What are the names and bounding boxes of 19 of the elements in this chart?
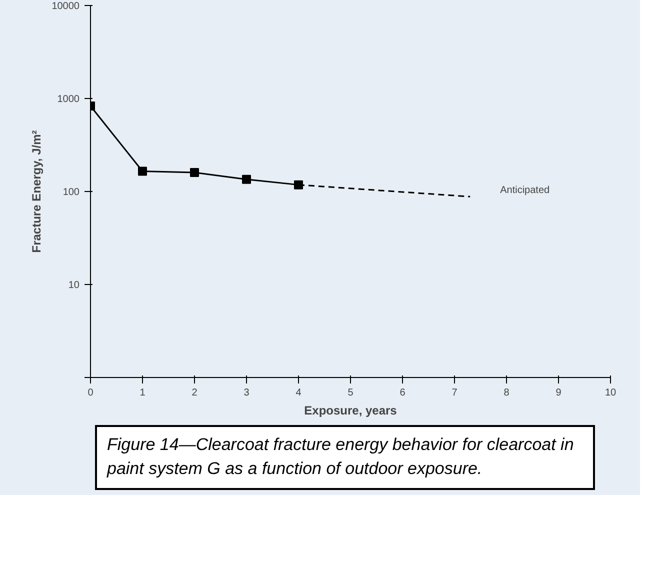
y-axis-title: Fracture Energy, J/m²: [30, 130, 44, 253]
x-tick-label: 5: [348, 388, 354, 398]
x-tick-label: 4: [296, 388, 302, 398]
x-tick-label: 8: [504, 388, 510, 398]
x-tick-label: 0: [88, 388, 94, 398]
x-tick-label: 6: [400, 388, 406, 398]
x-axis-title: Exposure, years: [304, 404, 398, 418]
x-tick-label: 9: [556, 388, 562, 398]
x-tick-label: 1: [140, 388, 146, 398]
x-tick-label: 2: [192, 388, 198, 398]
caption: Figure 14—Clearcoat fracture energy behavior for clearcoat in paint system G as a function of outdoor exposure.: [107, 434, 575, 480]
y-tick-label: 10: [68, 280, 80, 291]
annotation: Anticipated: [500, 185, 550, 196]
y-tick-label: 10000: [52, 1, 80, 12]
x-tick-label: 7: [452, 388, 458, 398]
x-tick-label: 3: [244, 388, 250, 398]
y-tick-label: 1000: [57, 94, 80, 105]
x-tick-label: 10: [604, 388, 616, 398]
y-tick-label: 100: [62, 187, 80, 198]
